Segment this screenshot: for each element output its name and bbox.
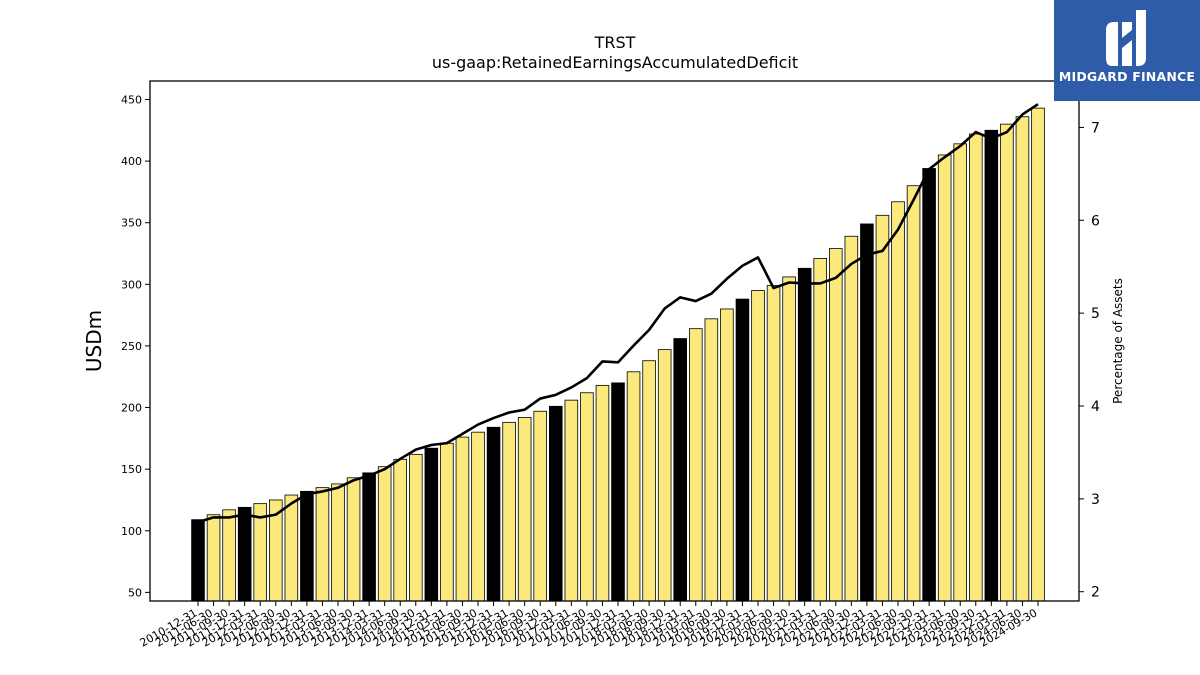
- bar: [424, 447, 439, 602]
- bar: [206, 514, 221, 602]
- y-axis-ticks: 50 100 150 200 250 300 350 400 450: [121, 93, 150, 599]
- bar: [362, 472, 376, 602]
- plot-frame: [149, 80, 1080, 602]
- y2-tick-label: 2: [1091, 585, 1100, 601]
- bar: [829, 248, 843, 602]
- y-tick-label: 350: [121, 217, 142, 230]
- bar: [642, 360, 656, 602]
- bar: [440, 442, 454, 602]
- bar: [580, 392, 594, 602]
- bar: [549, 405, 563, 602]
- bar: [626, 371, 641, 602]
- bar: [891, 201, 905, 602]
- bar: [704, 318, 719, 602]
- chart-title: TRST: [594, 33, 636, 52]
- chart-subtitle: us-gaap:RetainedEarningsAccumulatedDefic…: [432, 53, 798, 72]
- axes: [149, 80, 1080, 602]
- y-tick-label: 450: [121, 93, 142, 106]
- bar: [455, 436, 470, 602]
- bar: [875, 214, 890, 602]
- bar: [331, 483, 345, 602]
- bar: [377, 466, 392, 602]
- bar: [564, 399, 579, 602]
- bar: [782, 276, 796, 602]
- bar: [937, 154, 952, 602]
- bar: [486, 426, 501, 602]
- y-tick-label: 200: [121, 402, 142, 415]
- bar: [595, 384, 610, 602]
- bar: [222, 509, 236, 602]
- y2-tick-label: 5: [1091, 306, 1100, 322]
- midgard-logo-icon: [1106, 10, 1146, 66]
- y2-tick-label: 7: [1091, 120, 1100, 136]
- bar: [191, 519, 205, 602]
- bar: [502, 421, 516, 602]
- bar: [300, 490, 314, 602]
- percentage-line-series: [197, 103, 1039, 524]
- y-tick-label: 300: [121, 278, 142, 291]
- bar: [797, 267, 812, 602]
- bar: [689, 328, 703, 602]
- bar: [237, 506, 252, 602]
- y-tick-label: 150: [121, 463, 142, 476]
- logo-text: MIDGARD FINANCE: [1058, 69, 1196, 84]
- y-axis-label: USDm: [82, 310, 106, 372]
- bar: [735, 298, 750, 602]
- bar: [471, 431, 485, 602]
- bar: [766, 285, 781, 602]
- bar: [984, 129, 999, 602]
- bar: [751, 290, 765, 602]
- bar: [673, 338, 688, 602]
- bar: [657, 349, 672, 602]
- y2-tick-label: 3: [1091, 492, 1100, 508]
- bar: [1000, 123, 1014, 602]
- y-tick-label: 400: [121, 155, 142, 168]
- bar: [813, 258, 828, 602]
- bar: [1015, 116, 1030, 602]
- bar: [906, 185, 921, 602]
- bar: [860, 223, 874, 602]
- midgard-finance-logo: MIDGARD FINANCE: [1054, 0, 1200, 101]
- bar: [284, 494, 299, 602]
- percentage-line: [197, 103, 1039, 524]
- bar: [922, 168, 936, 602]
- y2-axis-label: Percentage of Assets: [1111, 278, 1125, 404]
- y2-axis-ticks: 2 3 4 5 6 7: [1079, 120, 1100, 601]
- bar: [346, 477, 361, 602]
- y-tick-label: 250: [121, 340, 142, 353]
- bar: [969, 133, 983, 602]
- bar-series: [191, 107, 1045, 602]
- bar: [611, 382, 625, 602]
- y2-tick-label: 4: [1091, 399, 1100, 415]
- bar: [517, 416, 532, 602]
- bar: [533, 410, 548, 602]
- y2-tick-label: 6: [1091, 213, 1100, 229]
- bar: [844, 235, 859, 602]
- bar: [720, 308, 734, 602]
- y-tick-label: 100: [121, 525, 142, 538]
- bar: [1031, 107, 1045, 602]
- bar: [408, 453, 423, 602]
- bar: [953, 143, 968, 602]
- y-tick-label: 50: [128, 586, 142, 599]
- x-axis-ticks: 2010-12-312011-06-302011-09-302011-12-31…: [138, 601, 1040, 650]
- bar: [315, 487, 330, 602]
- bar: [393, 458, 407, 602]
